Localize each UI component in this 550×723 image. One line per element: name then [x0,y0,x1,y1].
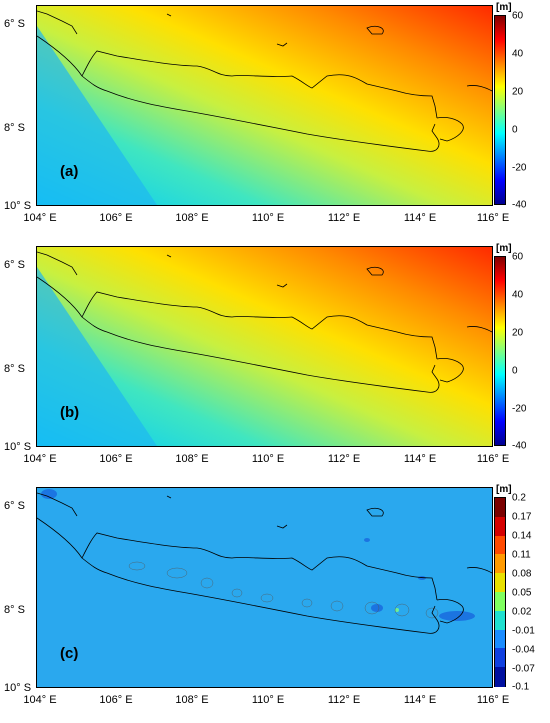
colorbar-tick: 20 [512,327,524,339]
colorbar-segment [495,629,505,650]
colorbar-tick: 60 [512,251,524,263]
y-tick-label: 6° S [4,259,25,271]
panel-label: (a) [60,163,79,180]
map-frame [36,246,493,447]
map-frame [36,487,493,688]
map-panel-c: 6° S 8° S 10° S 104° E 106° E 108° E 110… [0,482,550,723]
colorbar-tick: 60 [512,10,524,22]
x-tick-label: 108° E [175,694,209,706]
colorbar-tick: 0.02 [512,606,532,618]
y-tick-label: 6° S [4,18,25,30]
colorbar-segment [495,648,505,669]
colorbar-segment [495,610,505,631]
colorbar-segment [495,535,505,556]
colorbar [494,15,506,205]
x-tick-label: 104° E [23,453,57,465]
colorbar-tick: -0.04 [512,644,535,656]
map-frame [36,5,493,206]
colorbar-tick: -0.07 [512,663,535,675]
elevation-map-b [37,247,492,446]
colorbar-tick: 0.11 [512,549,531,561]
colorbar-segment [495,592,505,612]
colorbar-tick: 0.17 [512,511,532,523]
y-tick-label: 10° S [4,200,32,212]
x-tick-label: 110° E [251,212,285,224]
colorbar [494,256,506,446]
colorbar-discrete [494,497,506,687]
panel-label: (c) [60,645,79,662]
colorbar-tick: 0 [512,365,518,377]
colorbar-tick: -40 [512,440,527,452]
x-tick-label: 114° E [403,453,437,465]
x-tick-label: 108° E [175,212,209,224]
colorbar-segment [495,573,505,593]
colorbar-unit: [m] [496,243,512,254]
colorbar-tick: 0.14 [512,530,532,542]
x-tick-label: 104° E [23,212,57,224]
colorbar-unit: [m] [496,484,512,495]
colorbar-tick: 40 [512,289,524,301]
y-tick-label: 10° S [4,441,32,453]
y-tick-label: 8° S [4,122,25,134]
colorbar-tick: 40 [512,48,524,60]
map-panel-b: 6° S 8° S 10° S 104° E 106° E 108° E 110… [0,241,550,482]
colorbar-tick: -20 [512,403,527,415]
colorbar-tick: 0.08 [512,568,532,580]
colorbar-tick: -0.01 [512,625,535,637]
map-panel-a: 6° S 8° S 10° S 104° E 106° E 108° E 110… [0,0,550,241]
colorbar-tick: 0 [512,124,518,136]
x-tick-label: 106° E [99,694,133,706]
x-tick-label: 106° E [99,212,133,224]
colorbar-segment [495,554,505,575]
colorbar-segment [495,516,505,537]
y-tick-label: 6° S [4,500,25,512]
colorbar-tick: 20 [512,86,524,98]
x-tick-label: 110° E [251,453,285,465]
y-tick-label: 10° S [4,682,32,694]
colorbar-tick: -40 [512,199,527,211]
x-tick-label: 112° E [327,453,361,465]
x-tick-label: 114° E [403,212,437,224]
colorbar-segment [495,667,505,687]
y-tick-label: 8° S [4,363,25,375]
y-tick-label: 8° S [4,604,25,616]
difference-map-c [37,488,492,687]
colorbar-segment [495,498,505,518]
colorbar-tick: -0.1 [512,681,530,693]
x-tick-label: 116° E [476,453,510,465]
colorbar-unit: [m] [496,2,512,13]
panel-label: (b) [60,404,80,421]
colorbar-tick: 0.2 [512,492,526,504]
x-tick-label: 112° E [327,212,361,224]
x-tick-label: 104° E [23,694,57,706]
x-tick-label: 110° E [251,694,285,706]
colorbar-tick: 0.05 [512,587,532,599]
x-tick-label: 108° E [175,453,209,465]
x-tick-label: 114° E [403,694,437,706]
x-tick-label: 106° E [99,453,133,465]
elevation-map-a [37,6,492,205]
colorbar-tick: -20 [512,162,527,174]
x-tick-label: 116° E [476,212,510,224]
x-tick-label: 116° E [476,694,510,706]
x-tick-label: 112° E [327,694,361,706]
